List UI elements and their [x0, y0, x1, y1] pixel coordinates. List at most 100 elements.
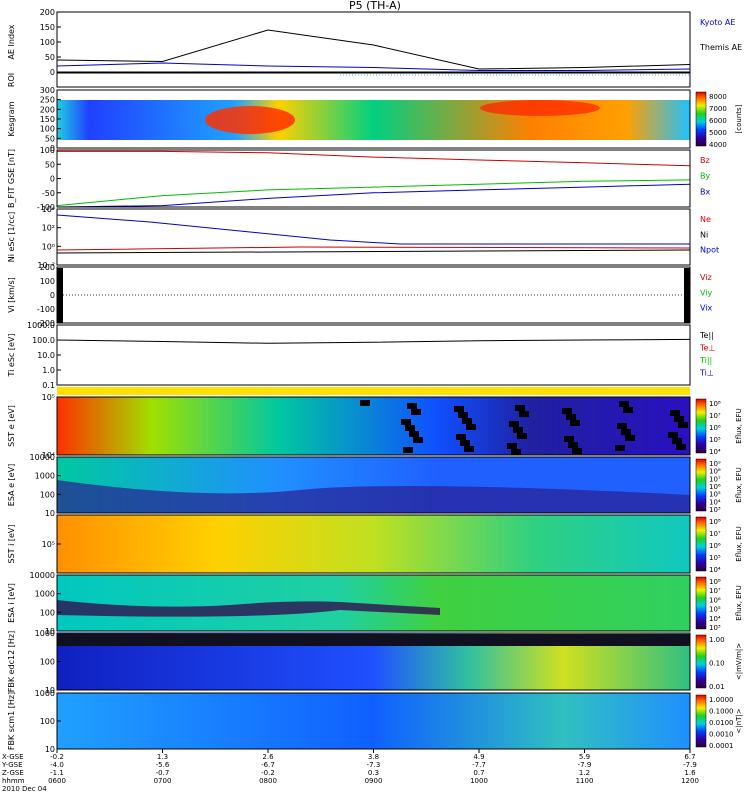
- bfit-frame: [56, 149, 691, 208]
- esai-colorbar-label: 10⁷: [709, 587, 721, 595]
- bfit-ytick-label: -100: [37, 203, 55, 212]
- fbkb-colorbar: [695, 694, 707, 748]
- kp-colorbar-label: 7000: [709, 105, 727, 113]
- esai-colorbar-label: 10³: [709, 624, 721, 632]
- sste-nodata-pixel: [462, 418, 472, 424]
- esai-spectrogram: [57, 575, 690, 631]
- ssti-ylabel: SST i [eV]: [7, 525, 16, 564]
- esai-colorbar-title: Eflux, EFU: [735, 585, 743, 620]
- sste-colorbar: [695, 398, 707, 454]
- vi-ytick-label: -100: [37, 305, 55, 314]
- roi-frame: [56, 72, 691, 88]
- sste-nodata-pixel: [464, 446, 474, 452]
- esai-ylabel: ESA i [eV]: [7, 583, 16, 623]
- esae-colorbar-label: 10⁷: [709, 475, 721, 483]
- sste-spectrogram: [57, 397, 690, 455]
- x-tick-label: 3.8: [368, 753, 379, 761]
- sste-nodata-pixel: [570, 420, 580, 426]
- series-line-by: [56, 179, 691, 207]
- esai-colorbar-label: 10⁴: [709, 615, 721, 623]
- x-tick-label: 1000: [470, 777, 488, 785]
- x-tick-label: -0.7: [156, 769, 170, 777]
- kp-ytick-label: 100: [40, 125, 55, 134]
- series-line-bz: [57, 150, 691, 167]
- fbkb-ytick-label: 10: [45, 745, 55, 754]
- sste-nodata-pixel: [615, 445, 625, 451]
- sste-nodata-pixel: [517, 433, 527, 439]
- esae-ytick-label: 10: [45, 509, 55, 518]
- fbke-dark-band: [57, 634, 690, 646]
- ti-ylabel: Ti eSc [eV]: [7, 334, 16, 378]
- sste-ylabel: SST e [eV]: [7, 405, 16, 447]
- esae-ytick-label: 1000: [35, 472, 55, 481]
- sste-nodata-pixel: [568, 442, 578, 448]
- ni-legend-entry: Ni: [700, 230, 708, 239]
- ti-legend-entry: Te||: [699, 331, 714, 340]
- ti-legend-entry: Ti||: [699, 356, 712, 365]
- sste-colorbar-label: 10⁶: [709, 424, 721, 432]
- x-tick-label: -4.0: [50, 761, 64, 769]
- fbkb-ytick-label: 1000: [35, 689, 55, 698]
- sste-nodata-pixel: [676, 444, 686, 450]
- series-line-themisae: [56, 29, 691, 70]
- esai-ytick-label: 10000: [30, 571, 55, 580]
- series-line-npot: [56, 214, 690, 245]
- sste-colorbar-label: 10⁴: [709, 448, 721, 456]
- ti-ytick-label: 100.0: [32, 336, 55, 345]
- ae-legend-entry: Kyoto AE: [700, 18, 735, 27]
- x-tick-label: -7.9: [578, 761, 592, 769]
- x-row-label: Z-GSE: [2, 769, 24, 777]
- kp-blank-top: [57, 90, 690, 100]
- bfit-legend-entry: Bz: [700, 156, 710, 165]
- sste-nodata-pixel: [401, 419, 411, 425]
- sste-ytick-label: 10⁴: [42, 451, 55, 460]
- vi-ytick-label: 100: [40, 277, 55, 286]
- vi-ytick-label: 200: [40, 263, 55, 272]
- kp-colorbar-title: [counts]: [735, 104, 743, 133]
- kp-colorbar-label: 6000: [709, 117, 727, 125]
- kp-colorbar-label: 8000: [709, 93, 727, 101]
- ti-legend-entry: Te⊥: [699, 344, 715, 353]
- x-tick-label: -7.9: [683, 761, 697, 769]
- sste-nodata-pixel: [519, 411, 529, 417]
- fbke-colorbar-title: <|mV/m|>: [735, 643, 743, 680]
- sste-colorbar-label: 10⁷: [709, 412, 721, 420]
- fbke-ytick-label: 10: [45, 686, 55, 695]
- ni-ytick-label: 10⁻²: [37, 261, 55, 270]
- x-tick-label: 4.9: [473, 753, 484, 761]
- vi-ytick-label: -200: [37, 319, 55, 328]
- fbkb-ytick-label: 100: [40, 717, 55, 726]
- ti-ytick-label: 1000.0: [27, 321, 55, 330]
- sste-nodata-pixel: [509, 421, 519, 427]
- fbke-ytick-label: 100: [40, 658, 55, 667]
- fbke-colorbar-label: 1.00: [709, 636, 725, 644]
- sste-nodata-pixel: [619, 401, 629, 407]
- sste-nodata-pixel: [405, 425, 415, 431]
- kp-colorbar-label: 4000: [709, 141, 727, 149]
- sste-nodata-pixel: [668, 432, 678, 438]
- esae-colorbar-label: 10⁹: [709, 460, 721, 468]
- x-tick-label: -5.6: [156, 761, 170, 769]
- kp-ytick-label: 300: [40, 86, 55, 95]
- esai-colorbar-label: 10⁶: [709, 596, 721, 604]
- kp-ytick-label: 50: [45, 134, 55, 143]
- esae-ytick-label: 100: [40, 490, 55, 499]
- sste-nodata-pixel: [409, 431, 419, 437]
- sste-nodata-pixel: [623, 407, 633, 413]
- sste-nodata-pixel: [621, 429, 631, 435]
- kp-colorbar: [695, 91, 707, 147]
- sste-frame: [56, 396, 691, 456]
- fbkb-colorbar-label: 0.0100: [709, 719, 734, 727]
- sste-nodata-pixel: [564, 436, 574, 442]
- ni-frame: [56, 208, 691, 266]
- ssti-spectrogram: [57, 515, 690, 573]
- sste-nodata-pixel: [617, 423, 627, 429]
- sste-nodata-pixel: [513, 427, 523, 433]
- series-line-te: [56, 338, 691, 344]
- sste-ytick-label: 10⁵: [42, 393, 55, 402]
- x-tick-label: 0.3: [368, 769, 379, 777]
- bfit-ylabel: B_FIT GSE [nT]: [7, 149, 16, 208]
- x-row-label: Y-GSE: [1, 761, 23, 769]
- esae-ytick-label: 10000: [30, 453, 55, 462]
- sste-nodata-pixel: [411, 409, 421, 415]
